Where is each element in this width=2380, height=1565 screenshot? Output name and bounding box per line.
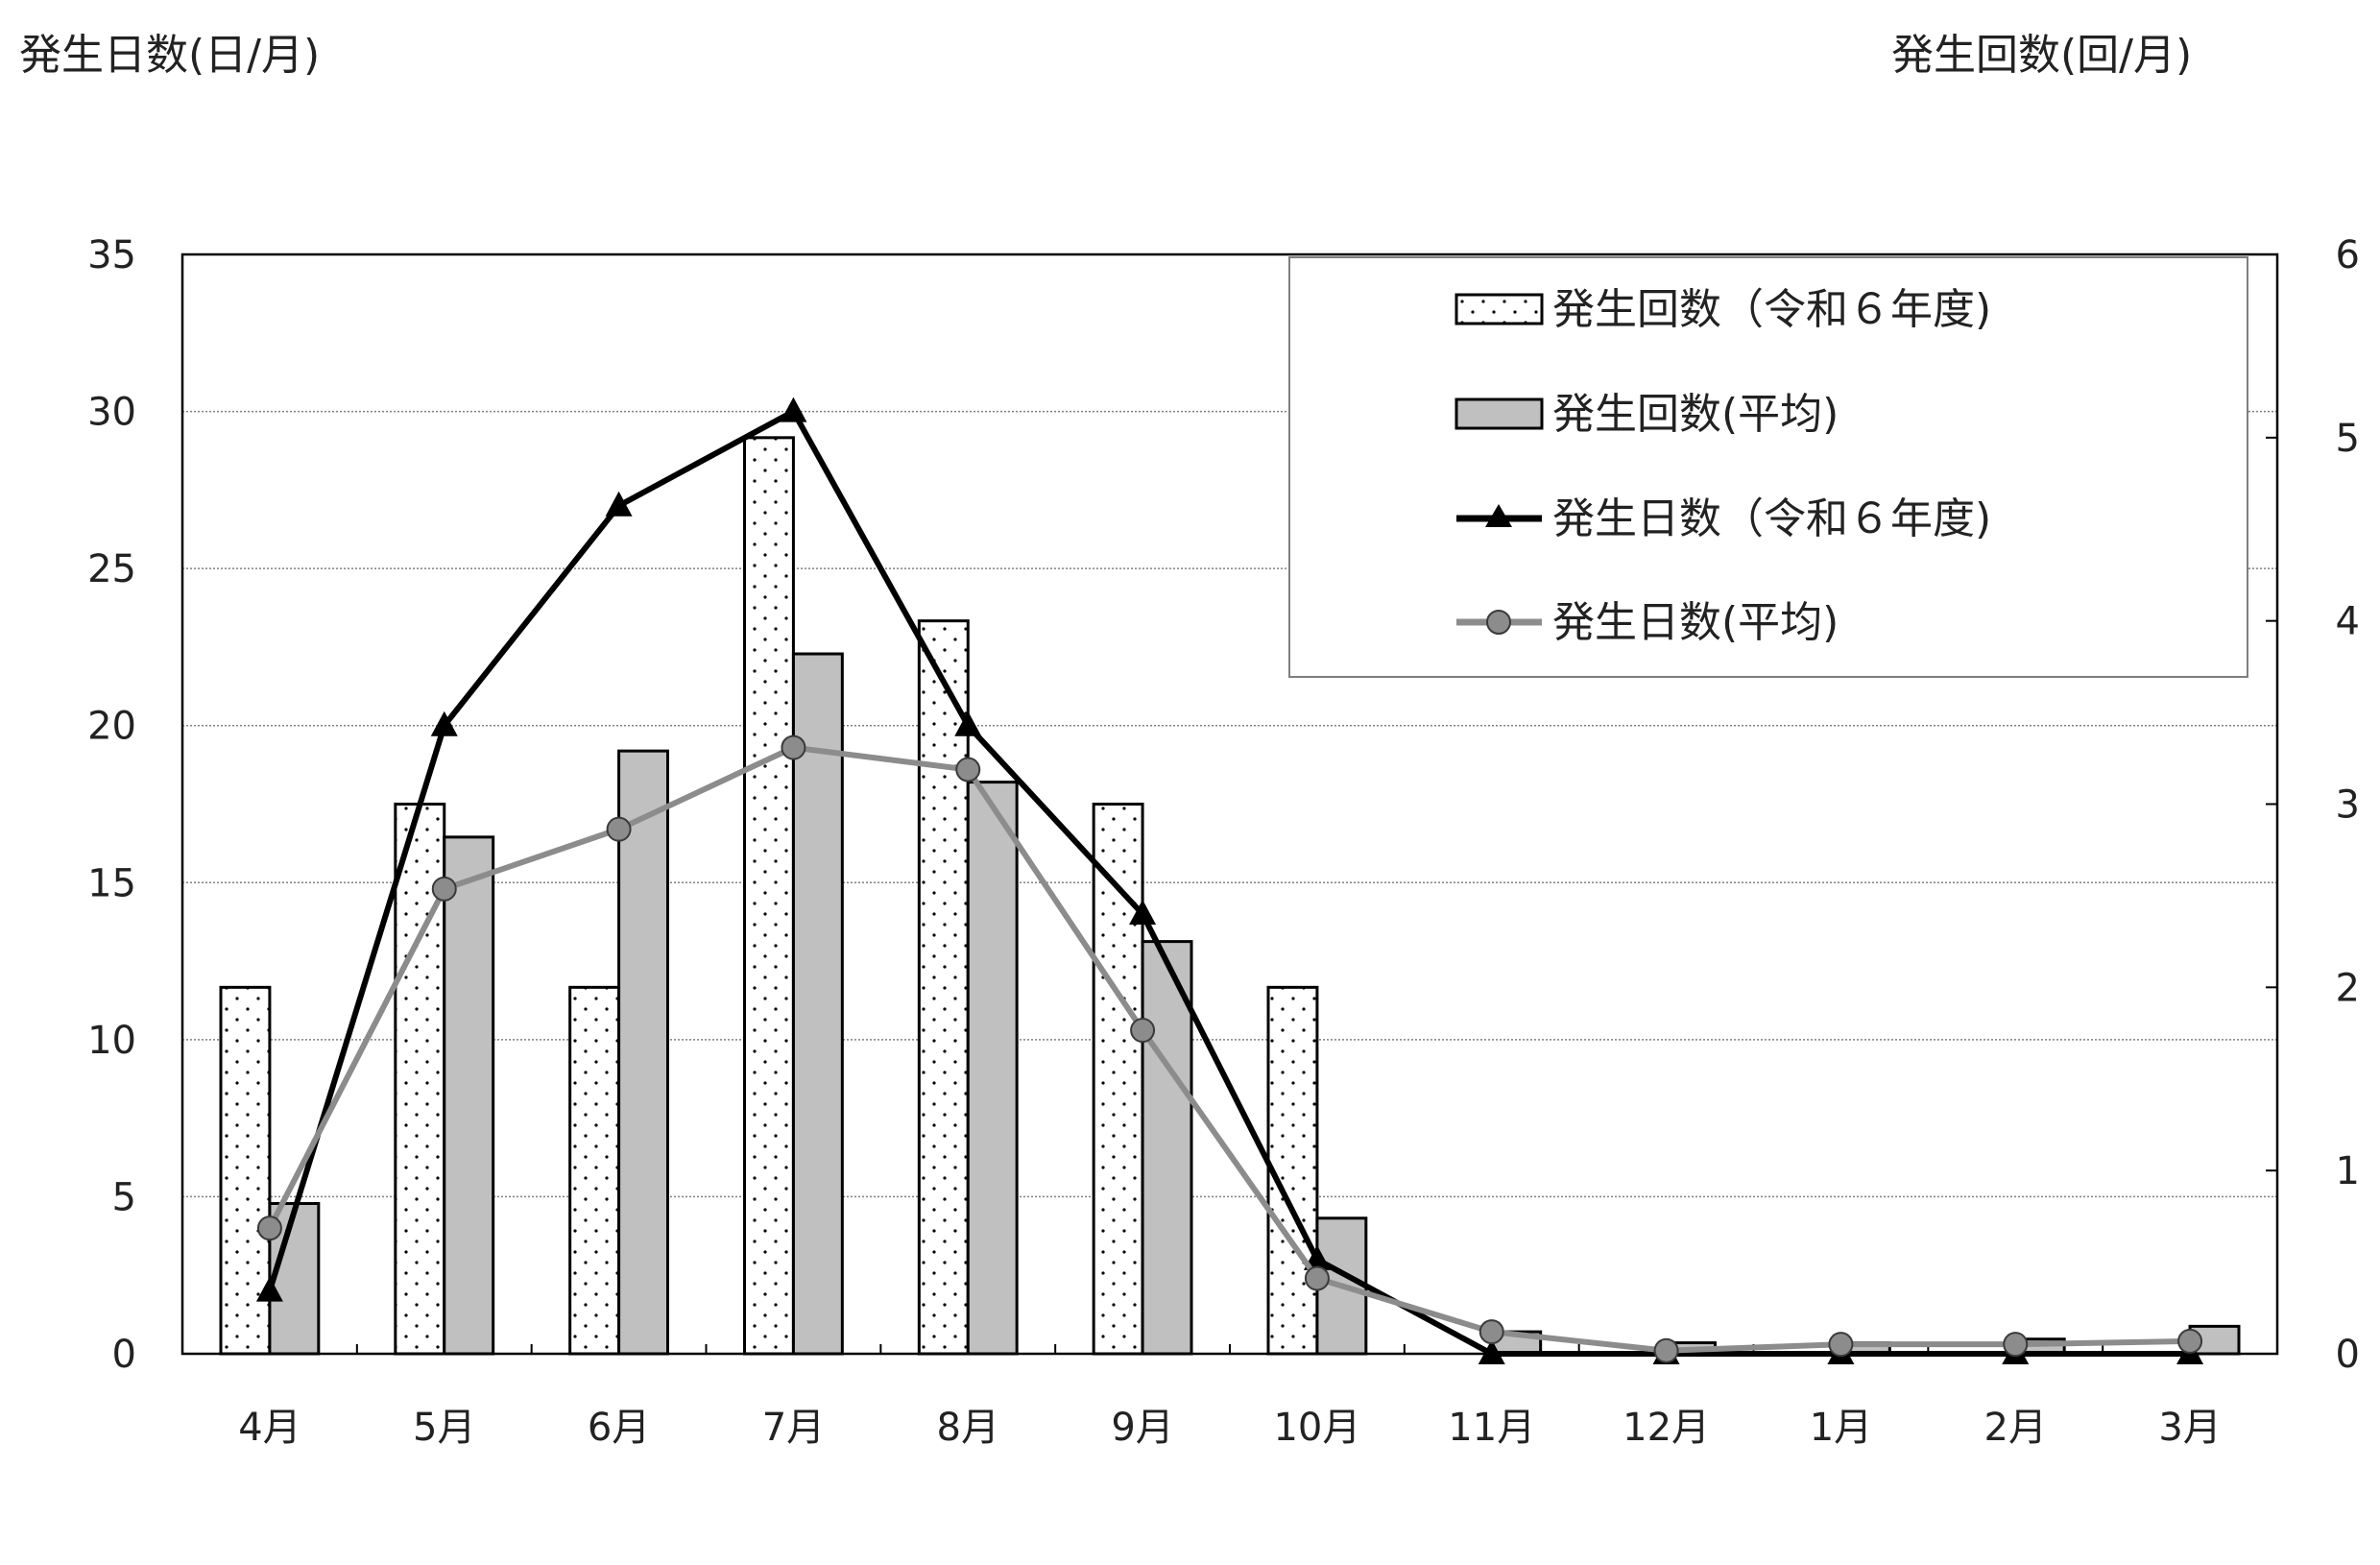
right-tick-label: 4 <box>2336 600 2360 644</box>
bars <box>219 436 2241 1356</box>
category-label: 3月 <box>2158 1406 2221 1450</box>
category-label: 7月 <box>762 1406 825 1450</box>
circle-marker <box>1653 1337 1679 1363</box>
category-label: 5月 <box>413 1406 475 1450</box>
bar-current-year <box>1092 803 1144 1356</box>
right-tick-label: 2 <box>2336 966 2360 1010</box>
lines <box>255 397 2204 1364</box>
circle-marker <box>1828 1332 1854 1358</box>
bar-average <box>617 749 669 1356</box>
circle-marker <box>256 1216 282 1241</box>
bar-current-year <box>1266 985 1319 1356</box>
triangle-marker <box>780 397 807 422</box>
legend-triangle-marker <box>1485 504 1512 527</box>
bar-average <box>1141 940 1193 1356</box>
triangle-marker <box>430 710 458 736</box>
left-axis-title: 発生日数(日/月) <box>19 31 320 80</box>
bar-current-year <box>743 436 795 1356</box>
category-label: 12月 <box>1623 1406 1710 1450</box>
left-tick-label: 10 <box>87 1019 136 1063</box>
line-current-year <box>267 408 2191 1357</box>
triangle-marker <box>255 1276 283 1302</box>
category-label: 2月 <box>1984 1406 2047 1450</box>
left-axis-ticks: 0 5 10 15 20 25 30 35 <box>87 233 136 1377</box>
circle-marker <box>2003 1332 2029 1358</box>
bar-average <box>791 652 844 1356</box>
right-tick-label: 1 <box>2336 1149 2360 1193</box>
category-label: 6月 <box>588 1406 650 1450</box>
legend-label-1: 発生回数（令和６年度) <box>1552 285 1991 334</box>
right-axis-title: 発生回数(回/月) <box>1891 31 2192 80</box>
right-tick-label: 0 <box>2336 1333 2360 1377</box>
circle-marker <box>1130 1018 1156 1044</box>
bar-current-year <box>568 985 621 1356</box>
x-axis-labels: 4月 5月 6月 7月 8月 9月 10月 11月 12月 1月 2月 3月 <box>238 1406 2222 1450</box>
left-tick-label: 5 <box>112 1175 136 1219</box>
line-average <box>267 744 2191 1354</box>
left-tick-label: 30 <box>87 391 136 435</box>
legend-swatch-gray-bar <box>1454 397 1544 430</box>
circle-marker <box>431 876 457 902</box>
right-tick-label: 6 <box>2336 233 2360 277</box>
circle-marker <box>781 734 806 760</box>
category-label: 1月 <box>1810 1406 1872 1450</box>
triangle-marker <box>1129 900 1157 925</box>
bar-current-year <box>219 985 272 1356</box>
right-axis-ticks: 0 1 2 3 4 5 6 <box>2266 233 2360 1377</box>
category-label: 11月 <box>1448 1406 1535 1450</box>
legend-swatch-dotted-bar <box>1454 293 1544 325</box>
legend: 発生回数（令和６年度) 発生回数(平均) 発生日数（令和６年度) 発生日数(平均… <box>1288 256 2248 678</box>
category-label: 8月 <box>937 1406 999 1450</box>
category-label: 4月 <box>238 1406 301 1450</box>
left-tick-label: 0 <box>112 1333 136 1377</box>
triangle-marker <box>605 491 633 517</box>
legend-label-3: 発生日数（令和６年度) <box>1552 494 1991 543</box>
circle-marker <box>606 816 632 842</box>
triangle-marker <box>1478 1339 1505 1364</box>
left-tick-label: 35 <box>87 233 136 277</box>
left-tick-label: 25 <box>87 547 136 591</box>
left-tick-label: 20 <box>87 705 136 749</box>
legend-circle-marker <box>1486 610 1511 635</box>
bar-average <box>966 781 1019 1356</box>
circle-marker <box>1478 1319 1504 1345</box>
legend-label-2: 発生回数(平均) <box>1552 390 1839 439</box>
bar-average <box>443 835 495 1356</box>
legend-label-4: 発生日数(平均) <box>1552 598 1839 647</box>
right-tick-label: 3 <box>2336 783 2360 828</box>
left-tick-label: 15 <box>87 861 136 905</box>
circle-marker <box>1304 1265 1330 1291</box>
legend-box <box>1288 256 2248 678</box>
circle-marker <box>2177 1328 2203 1354</box>
triangle-marker <box>954 710 982 736</box>
circle-marker <box>955 757 981 782</box>
category-label: 10月 <box>1273 1406 1360 1450</box>
right-tick-label: 5 <box>2336 417 2360 461</box>
category-label: 9月 <box>1111 1406 1173 1450</box>
